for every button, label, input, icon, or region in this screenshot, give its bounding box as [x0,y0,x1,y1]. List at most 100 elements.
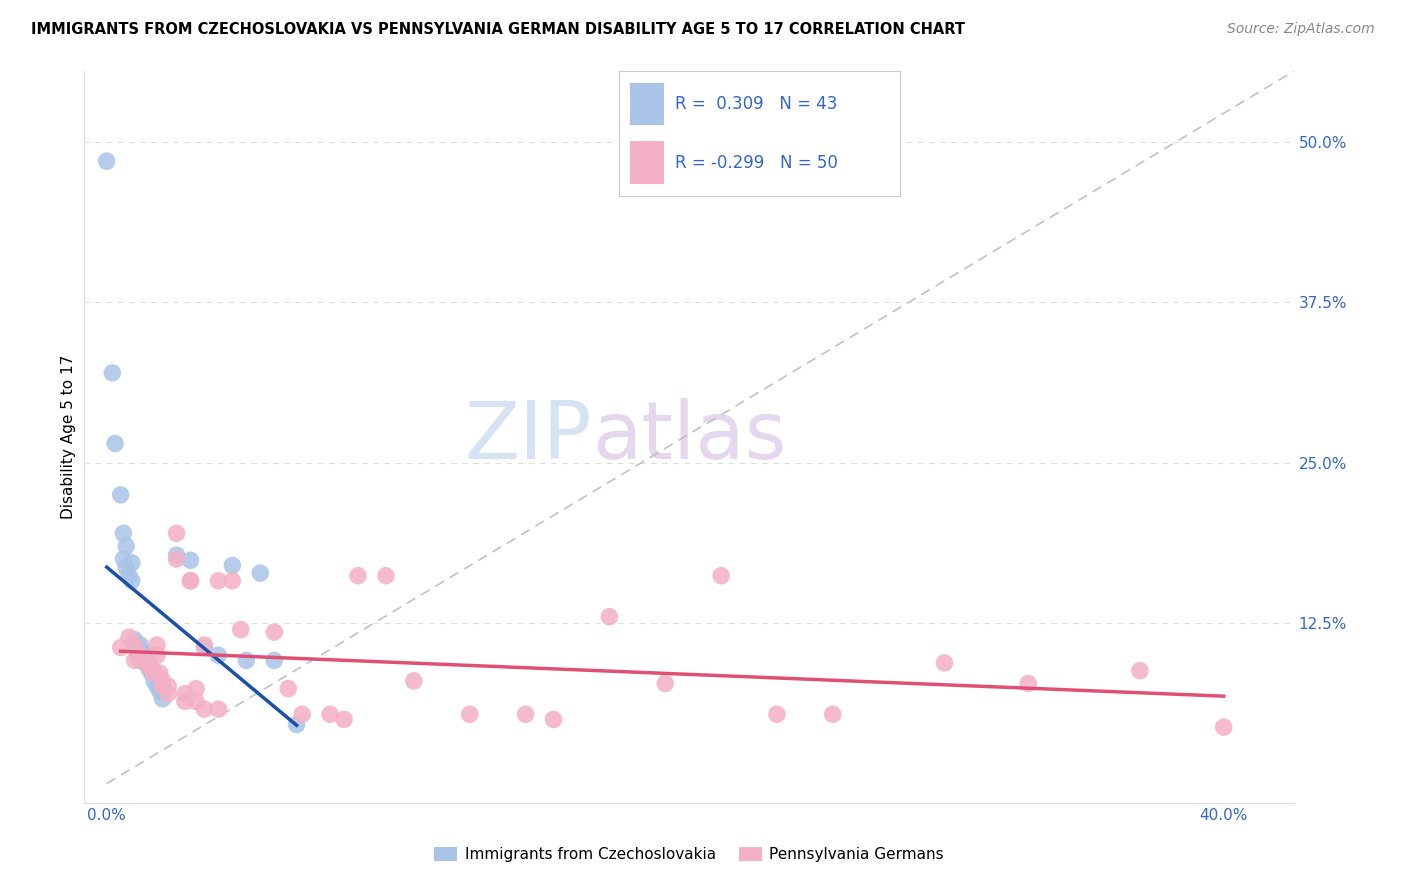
Point [138,656,160,670]
Point [179,553,201,567]
Point [110,488,132,502]
Point [654,676,676,690]
Point [263,625,285,640]
Point [112,552,135,566]
Point [129,638,152,652]
Point [149,666,172,681]
Point [235,653,257,667]
Point [179,574,201,588]
Point [1129,664,1152,678]
Point [152,691,174,706]
Point [319,707,342,722]
Point [96,154,118,169]
Point [193,702,215,716]
Point [291,707,314,722]
Point [138,653,160,667]
Point [1212,720,1234,734]
Bar [630,83,664,125]
Text: IMMIGRANTS FROM CZECHOSLOVAKIA VS PENNSYLVANIA GERMAN DISABILITY AGE 5 TO 17 COR: IMMIGRANTS FROM CZECHOSLOVAKIA VS PENNSY… [31,22,965,37]
Point [135,656,157,670]
Point [121,556,143,570]
Point [138,661,160,675]
Text: Source: ZipAtlas.com: Source: ZipAtlas.com [1227,22,1375,37]
Point [375,568,398,582]
Bar [630,141,664,184]
Point [124,632,146,647]
Point [143,673,166,688]
Point [174,687,197,701]
Point [141,661,163,675]
Point [141,666,163,681]
Point [166,552,188,566]
Point [104,436,127,450]
Point [766,707,789,722]
Point [184,681,207,696]
Point [207,574,229,588]
Point [143,666,166,681]
Point [152,679,174,693]
Y-axis label: Disability Age 5 to 17: Disability Age 5 to 17 [60,355,76,519]
Point [129,648,152,663]
Point [221,574,243,588]
Point [149,684,172,698]
Point [135,648,157,663]
Point [118,630,141,644]
Point [132,646,155,660]
Point [193,638,215,652]
Point [141,661,163,675]
Point [157,679,180,693]
Point [127,648,149,663]
Point [229,623,252,637]
Text: ZIP: ZIP [465,398,592,476]
Point [347,568,370,582]
Point [115,561,138,575]
Point [129,653,152,667]
Point [146,671,169,685]
Point [333,712,356,726]
Point [543,712,565,726]
Point [184,694,207,708]
Legend: Immigrants from Czechoslovakia, Pennsylvania Germans: Immigrants from Czechoslovakia, Pennsylv… [427,841,950,868]
Point [152,673,174,688]
Text: R =  0.309   N = 43: R = 0.309 N = 43 [675,95,837,112]
Point [598,609,620,624]
Point [127,640,149,655]
Point [207,702,229,716]
Point [166,526,188,541]
Point [146,638,169,652]
Point [285,717,308,731]
Point [124,638,146,652]
Point [174,694,197,708]
Point [146,679,169,693]
Point [1017,676,1039,690]
Point [263,653,285,667]
Point [710,568,733,582]
Point [193,640,215,655]
Point [402,673,425,688]
Point [277,681,299,696]
Point [934,656,956,670]
Text: R = -0.299   N = 50: R = -0.299 N = 50 [675,153,838,171]
Point [152,684,174,698]
Point [132,653,155,667]
Point [515,707,537,722]
Point [221,558,243,573]
Text: atlas: atlas [592,398,786,476]
Point [115,539,138,553]
Point [166,548,188,562]
Point [157,687,180,701]
Point [207,648,229,663]
Point [249,566,271,580]
Point [101,366,124,380]
Point [146,648,169,663]
Point [118,568,141,582]
Point [458,707,481,722]
Point [135,656,157,670]
Point [149,679,172,693]
Point [124,653,146,667]
Point [110,640,132,655]
Point [821,707,844,722]
Point [143,666,166,681]
Point [179,574,201,588]
Point [121,574,143,588]
